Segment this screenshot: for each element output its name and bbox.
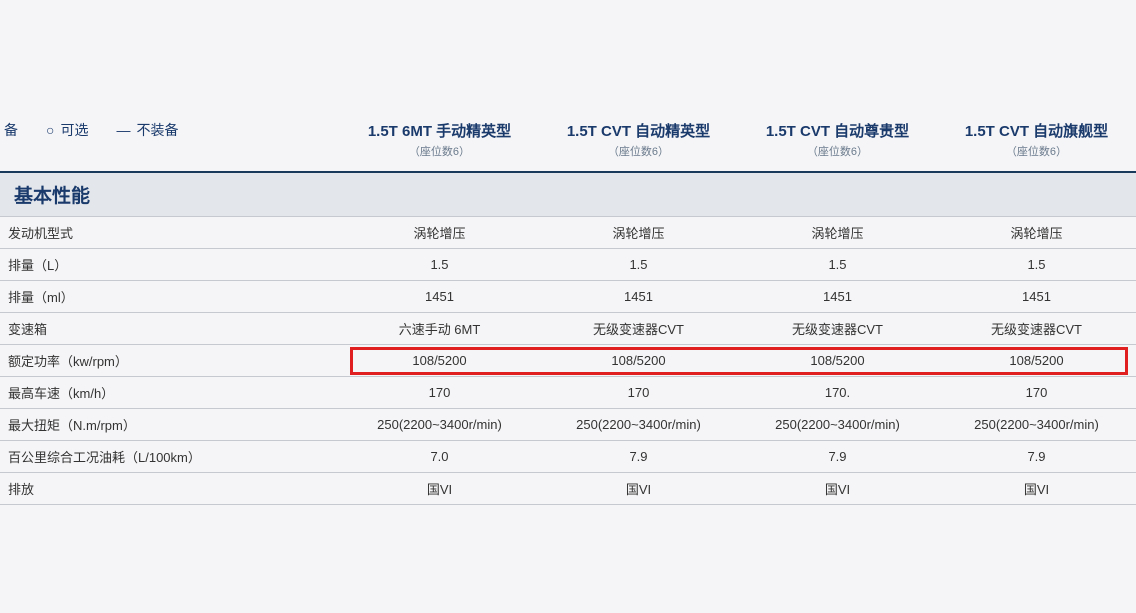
row-label: 百公里综合工况油耗（L/100km） <box>0 447 340 466</box>
cell-value: 170 <box>937 385 1136 400</box>
row-label: 排放 <box>0 479 340 498</box>
table-row: 排量（ml）1451145114511451 <box>0 281 1136 313</box>
column-subtitle: （座位数6） <box>567 143 710 159</box>
cell-value: 250(2200~3400r/min) <box>340 417 539 432</box>
legend-optional-label: 可选 <box>60 120 88 140</box>
row-label: 排量（L） <box>0 255 340 274</box>
column-header: 1.5T CVT 自动精英型 （座位数6） <box>567 120 710 159</box>
cell-value: 无级变速器CVT <box>539 319 738 338</box>
column-subtitle: （座位数6） <box>965 143 1108 159</box>
header-row: 备 ○ 可选 — 不装备 1.5T 6MT 手动精英型 （座位数6） 1.5T … <box>0 0 1136 173</box>
cell-value: 1.5 <box>738 257 937 272</box>
cell-value: 1451 <box>539 289 738 304</box>
row-values: 涡轮增压涡轮增压涡轮增压涡轮增压 <box>340 223 1136 242</box>
table-row: 排放国VI国VI国VI国VI <box>0 473 1136 505</box>
legend-equipped-label: 备 <box>4 120 18 140</box>
cell-value: 7.9 <box>738 449 937 464</box>
table-row: 最大扭矩（N.m/rpm）250(2200~3400r/min)250(2200… <box>0 409 1136 441</box>
row-label: 排量（ml） <box>0 287 340 306</box>
column-header: 1.5T CVT 自动尊贵型 （座位数6） <box>766 120 909 159</box>
row-values: 六速手动 6MT无级变速器CVT无级变速器CVT无级变速器CVT <box>340 319 1136 338</box>
column-title: 1.5T CVT 自动尊贵型 <box>766 120 909 141</box>
table-row: 额定功率（kw/rpm）108/5200108/5200108/5200108/… <box>0 345 1136 377</box>
column-title: 1.5T CVT 自动旗舰型 <box>965 120 1108 141</box>
cell-value: 涡轮增压 <box>340 223 539 242</box>
cell-value: 国VI <box>937 479 1136 498</box>
cell-value: 国VI <box>340 479 539 498</box>
cell-value: 国VI <box>539 479 738 498</box>
cell-value: 涡轮增压 <box>539 223 738 242</box>
row-values: 1.51.51.51.5 <box>340 257 1136 272</box>
row-values: 250(2200~3400r/min)250(2200~3400r/min)25… <box>340 417 1136 432</box>
column-header: 1.5T 6MT 手动精英型 （座位数6） <box>368 120 511 159</box>
cell-value: 108/5200 <box>539 353 738 368</box>
column-title: 1.5T 6MT 手动精英型 <box>368 120 511 141</box>
cell-value: 1.5 <box>539 257 738 272</box>
table-row: 发动机型式涡轮增压涡轮增压涡轮增压涡轮增压 <box>0 217 1136 249</box>
cell-value: 7.9 <box>937 449 1136 464</box>
row-label: 额定功率（kw/rpm） <box>0 351 340 370</box>
row-label: 变速箱 <box>0 319 340 338</box>
row-label: 最大扭矩（N.m/rpm） <box>0 415 340 434</box>
cell-value: 108/5200 <box>738 353 937 368</box>
row-values: 1451145114511451 <box>340 289 1136 304</box>
table-row: 最高车速（km/h）170170170.170 <box>0 377 1136 409</box>
cell-value: 1.5 <box>937 257 1136 272</box>
column-headers: 1.5T 6MT 手动精英型 （座位数6） 1.5T CVT 自动精英型 （座位… <box>340 120 1136 159</box>
cell-value: 250(2200~3400r/min) <box>937 417 1136 432</box>
column-header: 1.5T CVT 自动旗舰型 （座位数6） <box>965 120 1108 159</box>
column-subtitle: （座位数6） <box>368 143 511 159</box>
cell-value: 170 <box>340 385 539 400</box>
row-values: 170170170.170 <box>340 385 1136 400</box>
cell-value: 1.5 <box>340 257 539 272</box>
row-values: 108/5200108/5200108/5200108/5200 <box>340 353 1136 368</box>
legend: 备 ○ 可选 — 不装备 <box>0 120 340 140</box>
cell-value: 7.0 <box>340 449 539 464</box>
column-subtitle: （座位数6） <box>766 143 909 159</box>
circle-icon: ○ <box>46 122 54 138</box>
legend-not-label: 不装备 <box>136 120 178 140</box>
legend-optional: ○ 可选 <box>46 120 88 140</box>
spec-table: 发动机型式涡轮增压涡轮增压涡轮增压涡轮增压排量（L）1.51.51.51.5排量… <box>0 217 1136 505</box>
cell-value: 170. <box>738 385 937 400</box>
cell-value: 1451 <box>738 289 937 304</box>
cell-value: 无级变速器CVT <box>937 319 1136 338</box>
cell-value: 7.9 <box>539 449 738 464</box>
cell-value: 250(2200~3400r/min) <box>738 417 937 432</box>
cell-value: 六速手动 6MT <box>340 319 539 338</box>
section-title: 基本性能 <box>0 173 1136 217</box>
dash-icon: — <box>116 122 130 138</box>
column-title: 1.5T CVT 自动精英型 <box>567 120 710 141</box>
cell-value: 108/5200 <box>340 353 539 368</box>
cell-value: 国VI <box>738 479 937 498</box>
table-row: 百公里综合工况油耗（L/100km）7.07.97.97.9 <box>0 441 1136 473</box>
cell-value: 涡轮增压 <box>937 223 1136 242</box>
legend-equipped: 备 <box>4 120 18 140</box>
cell-value: 涡轮增压 <box>738 223 937 242</box>
table-row: 变速箱六速手动 6MT无级变速器CVT无级变速器CVT无级变速器CVT <box>0 313 1136 345</box>
cell-value: 250(2200~3400r/min) <box>539 417 738 432</box>
cell-value: 170 <box>539 385 738 400</box>
legend-not-equipped: — 不装备 <box>116 120 178 140</box>
row-label: 最高车速（km/h） <box>0 383 340 402</box>
row-values: 国VI国VI国VI国VI <box>340 479 1136 498</box>
row-values: 7.07.97.97.9 <box>340 449 1136 464</box>
cell-value: 无级变速器CVT <box>738 319 937 338</box>
cell-value: 108/5200 <box>937 353 1136 368</box>
cell-value: 1451 <box>937 289 1136 304</box>
row-label: 发动机型式 <box>0 223 340 242</box>
table-row: 排量（L）1.51.51.51.5 <box>0 249 1136 281</box>
cell-value: 1451 <box>340 289 539 304</box>
